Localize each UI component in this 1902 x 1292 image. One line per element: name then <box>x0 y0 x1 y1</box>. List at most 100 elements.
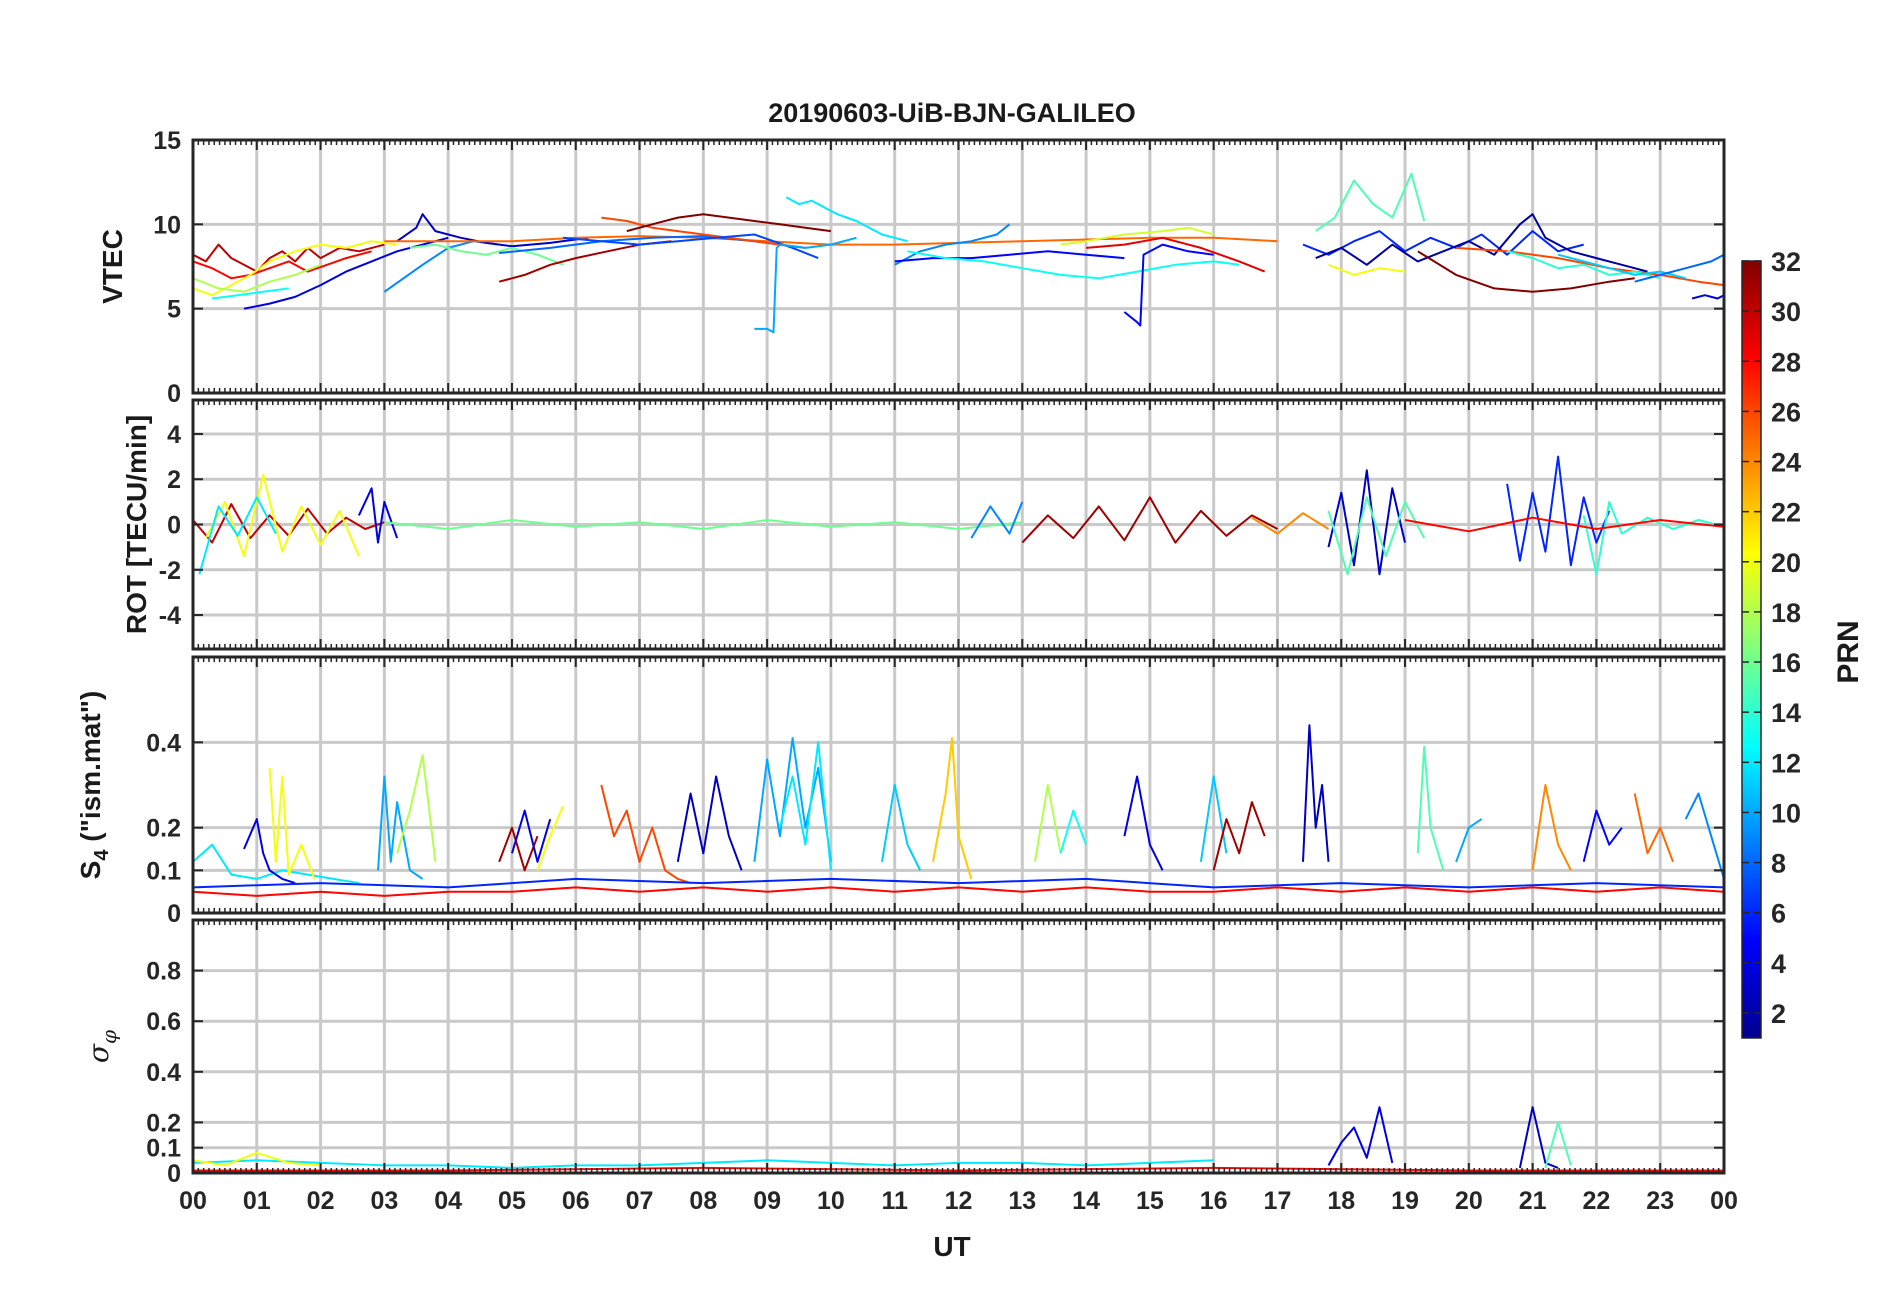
series-line-prn-3 <box>676 775 743 871</box>
series-line-prn-18 <box>1034 784 1062 862</box>
y-tick-label: 5 <box>167 296 181 324</box>
series-line-prn-10 <box>754 236 857 334</box>
series-line-prn-9 <box>970 501 1024 539</box>
series-line-prn-20 <box>1328 263 1406 276</box>
x-tick-label: 00 <box>1710 1187 1738 1215</box>
y-tick-label: 4 <box>167 421 181 449</box>
series-line-prn-20 <box>204 473 360 558</box>
series-line-prn-12 <box>785 196 908 243</box>
series-line-prn-10 <box>753 737 832 862</box>
series-line-prn-3 <box>1518 1106 1559 1169</box>
colorbar-tick-label: 22 <box>1771 498 1801 528</box>
traces <box>193 172 1724 334</box>
y-tick-label: 0.2 <box>146 1109 181 1137</box>
series-line-prn-28 <box>1404 516 1724 533</box>
series-line-prn-4 <box>511 809 552 863</box>
colorbar-tick-label: 14 <box>1771 698 1801 728</box>
series-line-prn-20 <box>193 240 398 297</box>
series-line-prn-4 <box>1123 775 1164 871</box>
x-tick-label: 02 <box>307 1187 335 1215</box>
colorbar-tick-label: 12 <box>1771 748 1801 778</box>
y-tick-label: 15 <box>153 127 181 155</box>
series-line-prn-31 <box>1212 801 1266 871</box>
x-tick-label: 06 <box>562 1187 590 1215</box>
series-line-prn-10 <box>377 775 424 880</box>
x-tick-label: 17 <box>1264 1187 1292 1215</box>
series-line-prn-12 <box>193 843 360 885</box>
colorbar-tick-label: 24 <box>1771 448 1801 478</box>
y-tick-label: -4 <box>159 602 181 630</box>
series-line-prn-20 <box>193 1151 321 1167</box>
colorbar-tick-label: 20 <box>1771 548 1801 578</box>
series-line-prn-6 <box>193 877 1724 889</box>
y-axis-label: σφ <box>82 1030 121 1063</box>
colorbar-gradient <box>1741 260 1762 1039</box>
series-line-prn-3 <box>396 213 589 248</box>
y-tick-label: 0.1 <box>146 1135 181 1163</box>
colorbar-tick-label: 10 <box>1771 798 1801 828</box>
y-tick-label: 0 <box>167 512 181 540</box>
colorbar-label: PRN <box>1832 620 1865 683</box>
x-tick-label: 21 <box>1519 1187 1547 1215</box>
series-line-prn-3 <box>1327 469 1406 576</box>
x-tick-label: 20 <box>1455 1187 1483 1215</box>
series-line-prn-15 <box>1327 496 1426 576</box>
series-line-prn-16 <box>384 519 1023 530</box>
x-tick-label: 01 <box>243 1187 271 1215</box>
series-line-prn-31 <box>498 826 539 872</box>
x-tick-label: 14 <box>1072 1187 1100 1215</box>
series-line-prn-14 <box>1506 250 1661 280</box>
series-line-prn-8 <box>1634 253 1724 283</box>
series-line-prn-11 <box>1557 253 1686 280</box>
y-tick-label: 0.1 <box>146 857 181 885</box>
series-line-prn-32 <box>626 213 832 233</box>
series-line-prn-28 <box>193 250 372 280</box>
x-axis: 00 01 02 03 04 05 06 07 08 09 10 11 12 13 14 15 16 17 18 19… <box>179 1187 1738 1215</box>
series-line-prn-13 <box>907 250 1240 280</box>
x-tick-label: 11 <box>881 1187 908 1215</box>
series-line-prn-13 <box>1059 809 1088 854</box>
series-line-prn-31 <box>1021 496 1278 544</box>
y-tick-label: -2 <box>159 557 181 585</box>
x-tick-label: 16 <box>1200 1187 1228 1215</box>
y-tick-label: 0 <box>167 900 181 928</box>
series-line-prn-10 <box>1455 818 1483 863</box>
y-axis-label: ROT [TECU/min] <box>121 415 152 634</box>
x-tick-label: 19 <box>1391 1187 1419 1215</box>
series-line-prn-11 <box>1199 775 1228 862</box>
colorbar-tick-label: 6 <box>1771 899 1786 929</box>
x-tick-label: 08 <box>689 1187 717 1215</box>
series-line-prn-25 <box>1633 793 1674 863</box>
colorbar-tick-label: 18 <box>1771 598 1801 628</box>
series-line-prn-11 <box>881 784 922 871</box>
series-line-prn-24 <box>1251 512 1330 535</box>
y-tick-label: 0.2 <box>146 815 181 843</box>
y-tick-label: 0.4 <box>146 1059 181 1087</box>
series-line-prn-4 <box>357 487 399 544</box>
series-line-prn-15 <box>1315 172 1426 232</box>
series-line-prn-18 <box>193 263 321 293</box>
y-tick-label: 0.8 <box>146 958 181 986</box>
x-tick-label: 10 <box>817 1187 845 1215</box>
series-line-prn-32 <box>1417 250 1635 293</box>
series-line-prn-28 <box>193 886 1724 897</box>
x-tick-label: 22 <box>1583 1187 1611 1215</box>
x-tick-label: 23 <box>1646 1187 1674 1215</box>
colorbar-tick-label: 32 <box>1771 247 1801 277</box>
series-line-prn-4 <box>1691 294 1724 300</box>
x-tick-label: 00 <box>179 1187 207 1215</box>
series-line-prn-12 <box>778 741 832 871</box>
colorbar-tick-label: 8 <box>1771 849 1786 879</box>
x-tick-label: 13 <box>1008 1187 1036 1215</box>
y-tick-label: 10 <box>153 211 181 239</box>
series-line-prn-22 <box>932 737 973 880</box>
series-line-prn-20 <box>268 767 316 880</box>
series-line-prn-12 <box>193 1159 1214 1169</box>
x-axis-label: UT <box>933 1231 970 1262</box>
series-line-prn-12 <box>198 496 277 575</box>
y-tick-label: 0 <box>167 1160 181 1188</box>
colorbar-tick-label: 4 <box>1771 949 1786 979</box>
series-line-prn-26 <box>601 216 806 249</box>
